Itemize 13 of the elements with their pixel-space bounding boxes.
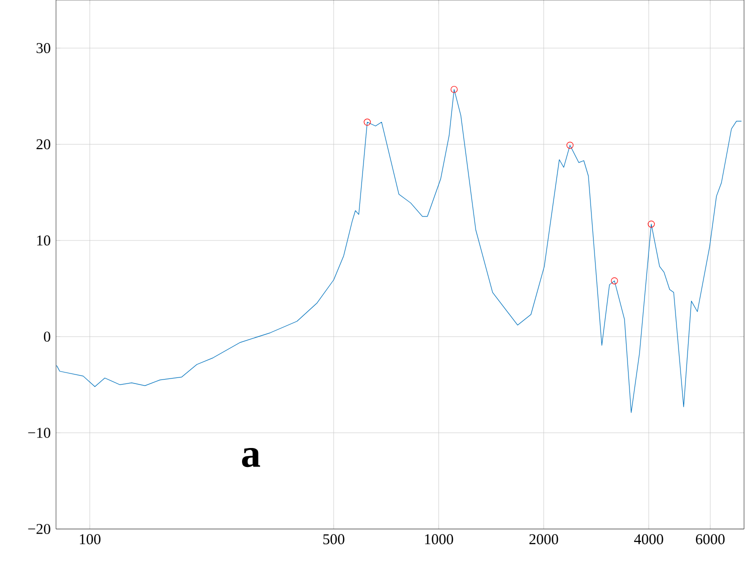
- x-tick-label: 100: [80, 534, 100, 544]
- y-tick-label: 20: [36, 139, 50, 150]
- y-tick-label: 0: [44, 332, 50, 342]
- y-tick-label: −20: [28, 524, 50, 534]
- annotation: a: [242, 448, 260, 468]
- y-tick-label: −10: [28, 428, 50, 438]
- x-tick-label: 4000: [634, 534, 664, 544]
- x-tick-label: 2000: [529, 534, 558, 544]
- x-tick-label: 500: [323, 534, 344, 544]
- x-tick-label: 1000: [425, 534, 454, 544]
- x-tick-label: 6000: [696, 534, 725, 544]
- y-tick-label: 30: [36, 43, 50, 54]
- y-tick-label: 10: [37, 235, 50, 246]
